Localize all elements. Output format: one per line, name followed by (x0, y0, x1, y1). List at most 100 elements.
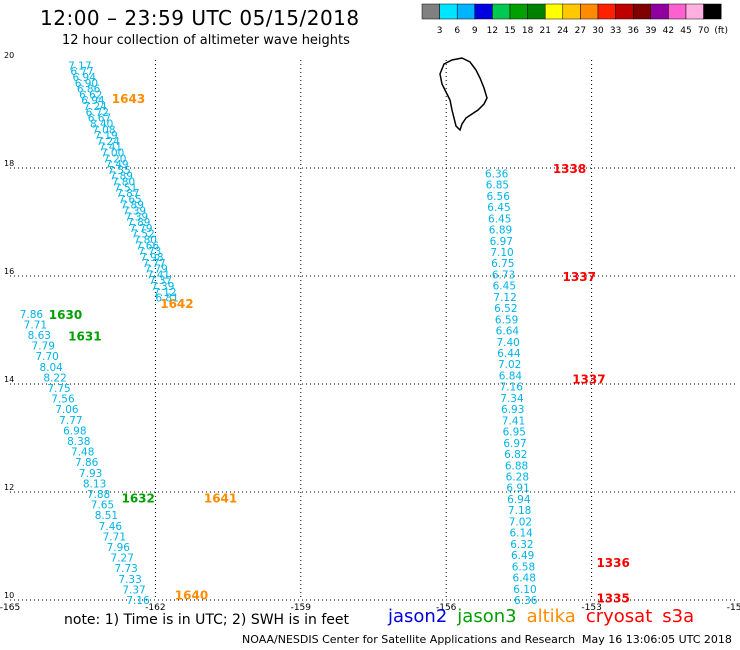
y-tick-label: 12 (4, 483, 14, 492)
swh-value: 6.94 (73, 72, 97, 84)
swh-value: 6.97 (490, 236, 513, 248)
swh-value: 6.62 (79, 89, 102, 101)
swh-value: 7.34 (500, 393, 524, 405)
swh-value: 6.90 (75, 78, 98, 90)
swh-value: 7.19 (94, 130, 117, 142)
swh-value: 6.10 (513, 584, 536, 596)
swh-value: 6.56 (487, 191, 511, 203)
color-scale-label: 36 (627, 26, 639, 36)
x-tick-label: -159 (291, 603, 312, 613)
swh-value: 8.63 (28, 330, 51, 342)
pass-time-label: 1335 (596, 591, 629, 605)
swh-value: 7.37 (122, 584, 145, 596)
swh-value: 6.49 (511, 550, 534, 562)
color-scale-label: 33 (610, 26, 621, 36)
swh-value: 6.72 (86, 107, 109, 119)
swh-value: 6.52 (494, 303, 517, 315)
color-scale-label: 24 (557, 26, 569, 36)
swh-value: 7.71 (103, 531, 126, 543)
swh-value: 6.82 (504, 449, 527, 461)
swh-value: 7.12 (493, 292, 516, 304)
swh-value: 6.36 (485, 168, 509, 180)
color-scale-label: (ft) (714, 26, 728, 36)
swh-value: 6.28 (506, 472, 529, 484)
color-swatch (703, 3, 722, 20)
swh-value: 6.98 (63, 425, 86, 437)
pass-time-label: 1643 (112, 92, 145, 106)
swh-value: 6.97 (503, 438, 526, 450)
color-scale-label: 30 (592, 26, 604, 36)
pass-time-label: 1630 (49, 308, 82, 322)
swh-value: 6.93 (501, 404, 524, 416)
x-tick-label: -162 (145, 603, 165, 613)
pass-time-label: 1337 (563, 270, 596, 284)
chart-title: 12:00 – 23:59 UTC 05/15/2018 (40, 6, 360, 30)
x-tick-label: -150 (727, 603, 740, 613)
chart-subtitle: 12 hour collection of altimeter wave hei… (62, 33, 350, 48)
swh-value: 7.77 (142, 258, 165, 270)
swh-value: 6.81 (155, 293, 178, 305)
color-scale-label: 3 (437, 26, 443, 36)
swh-value: 7.89 (127, 217, 150, 229)
color-scale-label: 27 (575, 26, 586, 36)
swh-value: 6.89 (489, 225, 512, 237)
swh-value: 7.10 (490, 247, 513, 259)
pass-time-label: 1337 (572, 373, 605, 387)
swh-value: 7.08 (92, 124, 115, 136)
swh-value: 7.96 (107, 542, 131, 554)
swh-value: 7.49 (105, 159, 128, 171)
swh-value: 7.86 (75, 457, 99, 469)
swh-value: 6.48 (513, 573, 536, 585)
swh-value: 8.51 (95, 510, 118, 522)
swh-value: 7.80 (112, 177, 135, 189)
swh-value: 7.16 (126, 595, 150, 607)
swh-value: 6.58 (512, 561, 535, 573)
swh-value: 7.37 (149, 275, 172, 287)
swh-value: 7.51 (114, 182, 137, 194)
swh-value: 7.33 (118, 574, 141, 586)
swh-value: 6.91 (506, 483, 529, 495)
swh-value: 6.64 (496, 326, 520, 338)
y-tick-label: 20 (4, 51, 14, 60)
swh-value: 7.71 (24, 319, 47, 331)
swh-value: 7.93 (79, 468, 102, 480)
color-scale-label: 70 (698, 26, 710, 36)
swh-value: 6.59 (495, 314, 518, 326)
swh-value: 6.88 (505, 460, 528, 472)
swh-value: 8.13 (83, 478, 106, 490)
swh-value: 6.85 (486, 180, 509, 192)
swh-value: 7.40 (496, 337, 519, 349)
y-tick-label: 18 (4, 159, 14, 168)
y-tick-label: 16 (4, 267, 14, 276)
swh-value: 7.79 (32, 341, 55, 353)
swh-value: 7.86 (20, 309, 44, 321)
swh-value: 7.65 (118, 194, 141, 206)
swh-value: 6.73 (492, 269, 515, 281)
swh-value: 8.40 (90, 118, 113, 130)
swh-value: 7.80 (134, 235, 157, 247)
swh-value: 7.79 (129, 223, 152, 235)
pass-time-labels: 1630 1631 1632 1640 1641 1642 1643 1335 1336 1337… (49, 92, 630, 605)
swh-value: 7.73 (138, 246, 161, 258)
swh-value: 7.46 (99, 521, 123, 533)
color-scale-label: 12 (487, 26, 498, 36)
satellite-legend: jason2 jason3 altika cryosat s3a (388, 606, 704, 627)
axes: -165 -162 -159 -156 -153 -150 20 18 16 14 12 10 (0, 51, 740, 613)
swh-value: 7.89 (121, 200, 144, 212)
swh-value: 7.24 (83, 101, 107, 113)
pass-time-label: 1642 (160, 297, 193, 311)
color-scale-label: 15 (504, 26, 515, 36)
swh-value: 6.44 (497, 348, 521, 360)
swh-value: 6.45 (488, 213, 511, 225)
legend-item-s3a: s3a (662, 606, 695, 627)
swh-value: 8.38 (67, 436, 90, 448)
swh-value: 7.70 (35, 351, 58, 363)
legend-item-cryosat: cryosat (585, 606, 653, 627)
color-scale-label: 45 (680, 26, 691, 36)
pass-time-label: 1641 (204, 491, 237, 505)
swh-value: 7.39 (123, 206, 146, 218)
swh-value: 6.94 (507, 494, 531, 506)
color-scale-label: 6 (454, 26, 460, 36)
swh-value: 6.77 (70, 66, 93, 78)
